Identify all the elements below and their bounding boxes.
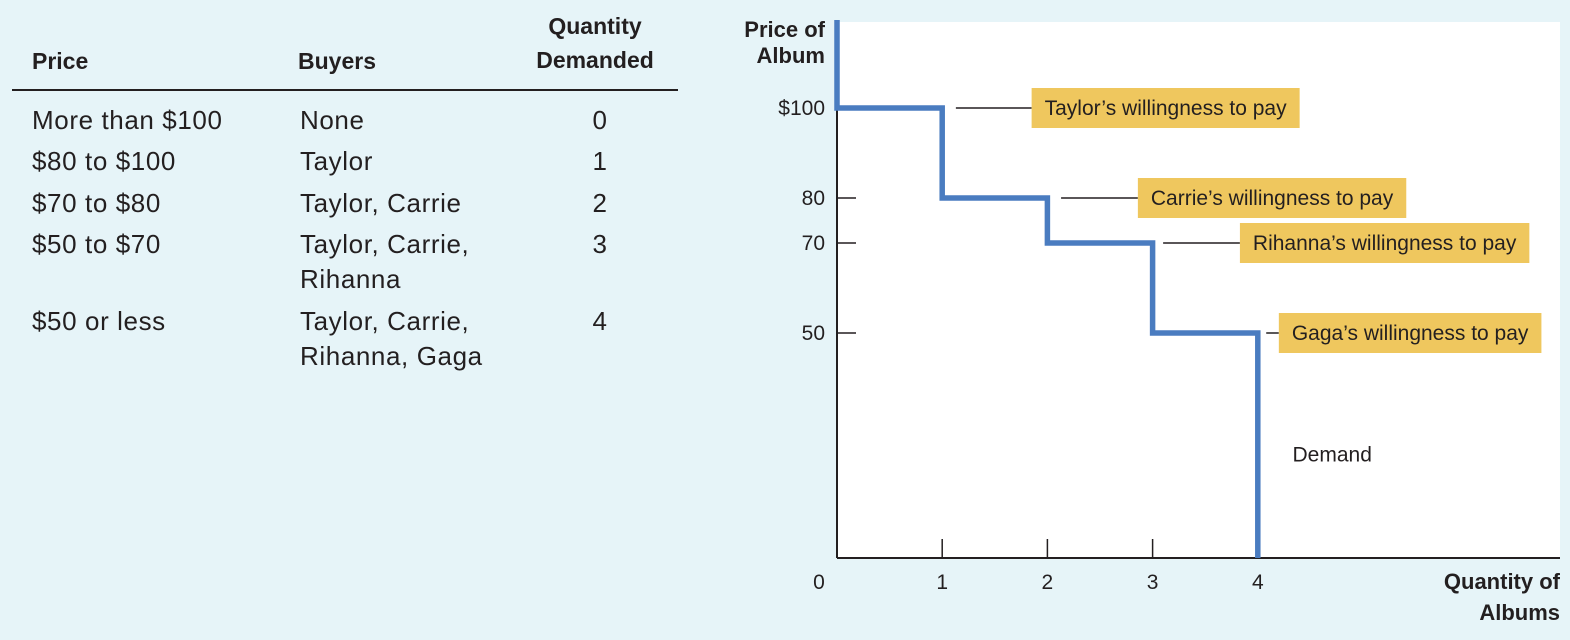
buyers-column-header: Buyers xyxy=(298,48,376,74)
y-axis-title-line2: Album xyxy=(757,43,825,68)
buyers-line: Taylor, Carrie, xyxy=(300,306,470,336)
y-tick-label: 80 xyxy=(802,187,825,210)
x-tick-label: 2 xyxy=(1042,571,1054,594)
buyers-line: Rihanna, Gaga xyxy=(300,341,483,371)
buyers-line: None xyxy=(300,105,365,135)
quantity-header-line1: Quantity xyxy=(548,13,642,39)
price-cell: More than $100 xyxy=(32,105,223,135)
quantity-cell: 3 xyxy=(592,229,608,259)
x-axis-title-line1: Quantity of xyxy=(1444,569,1561,594)
buyers-cell: Taylor, Carrie, Rihanna xyxy=(300,227,520,297)
quantity-cell: 1 xyxy=(592,146,608,176)
header-rule xyxy=(12,89,678,91)
buyers-cell: Taylor, Carrie xyxy=(300,186,520,221)
demand-schedule-table: Price Buyers Quantity Demanded More than… xyxy=(12,0,678,640)
x-tick-label: 3 xyxy=(1147,571,1159,594)
quantity-demanded-column-header: Quantity Demanded xyxy=(512,9,678,77)
price-cell: $70 to $80 xyxy=(32,188,161,218)
callout-box xyxy=(1278,313,1542,353)
callout-label: Taylor’s willingness to pay xyxy=(1045,97,1288,120)
quantity-header-line2: Demanded xyxy=(536,47,654,73)
buyers-line: Taylor xyxy=(300,146,373,176)
buyers-line: Rihanna xyxy=(300,264,402,294)
demand-curve-label: Demand xyxy=(1293,444,1372,467)
price-cell: $80 to $100 xyxy=(32,146,176,176)
y-tick-label: 70 xyxy=(802,232,825,255)
buyers-cell: Taylor xyxy=(300,144,520,179)
price-cell: $50 to $70 xyxy=(32,229,161,259)
buyers-cell: None xyxy=(300,103,520,138)
y-tick-label: 50 xyxy=(802,322,825,345)
buyers-line: Taylor, Carrie xyxy=(300,188,462,218)
demand-curve xyxy=(834,20,1261,558)
x-axis-title-line2: Albums xyxy=(1479,600,1560,625)
x-tick-label: 0 xyxy=(813,571,825,594)
x-tick-label: 1 xyxy=(936,571,948,594)
y-axis-title-line1: Price of xyxy=(744,17,825,42)
callout-box xyxy=(1239,223,1530,263)
price-column-header: Price xyxy=(32,48,89,74)
quantity-cell: 4 xyxy=(592,306,608,336)
price-cell: $50 or less xyxy=(32,306,166,336)
quantity-cell: 2 xyxy=(592,188,608,218)
y-tick-label: $100 xyxy=(778,97,825,120)
callout-box xyxy=(1031,88,1300,128)
x-tick-label: 4 xyxy=(1252,571,1264,594)
callout-label: Gaga’s willingness to pay xyxy=(1292,322,1529,345)
callout-label: Carrie’s willingness to pay xyxy=(1151,187,1394,210)
buyers-line: Taylor, Carrie, xyxy=(300,229,470,259)
quantity-cell: 0 xyxy=(592,105,608,135)
callout-label: Rihanna’s willingness to pay xyxy=(1253,232,1517,255)
callout-box xyxy=(1137,178,1407,218)
buyers-cell: Taylor, Carrie, Rihanna, Gaga xyxy=(300,304,520,374)
demand-curve-chart: $100 80 70 50 0 1 2 3 4 Price of Album Quantity of A… xyxy=(720,0,1570,640)
